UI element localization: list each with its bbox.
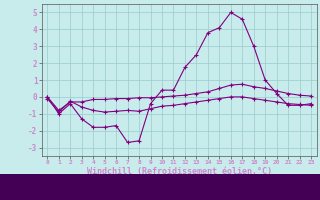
X-axis label: Windchill (Refroidissement éolien,°C): Windchill (Refroidissement éolien,°C) [87,167,272,176]
